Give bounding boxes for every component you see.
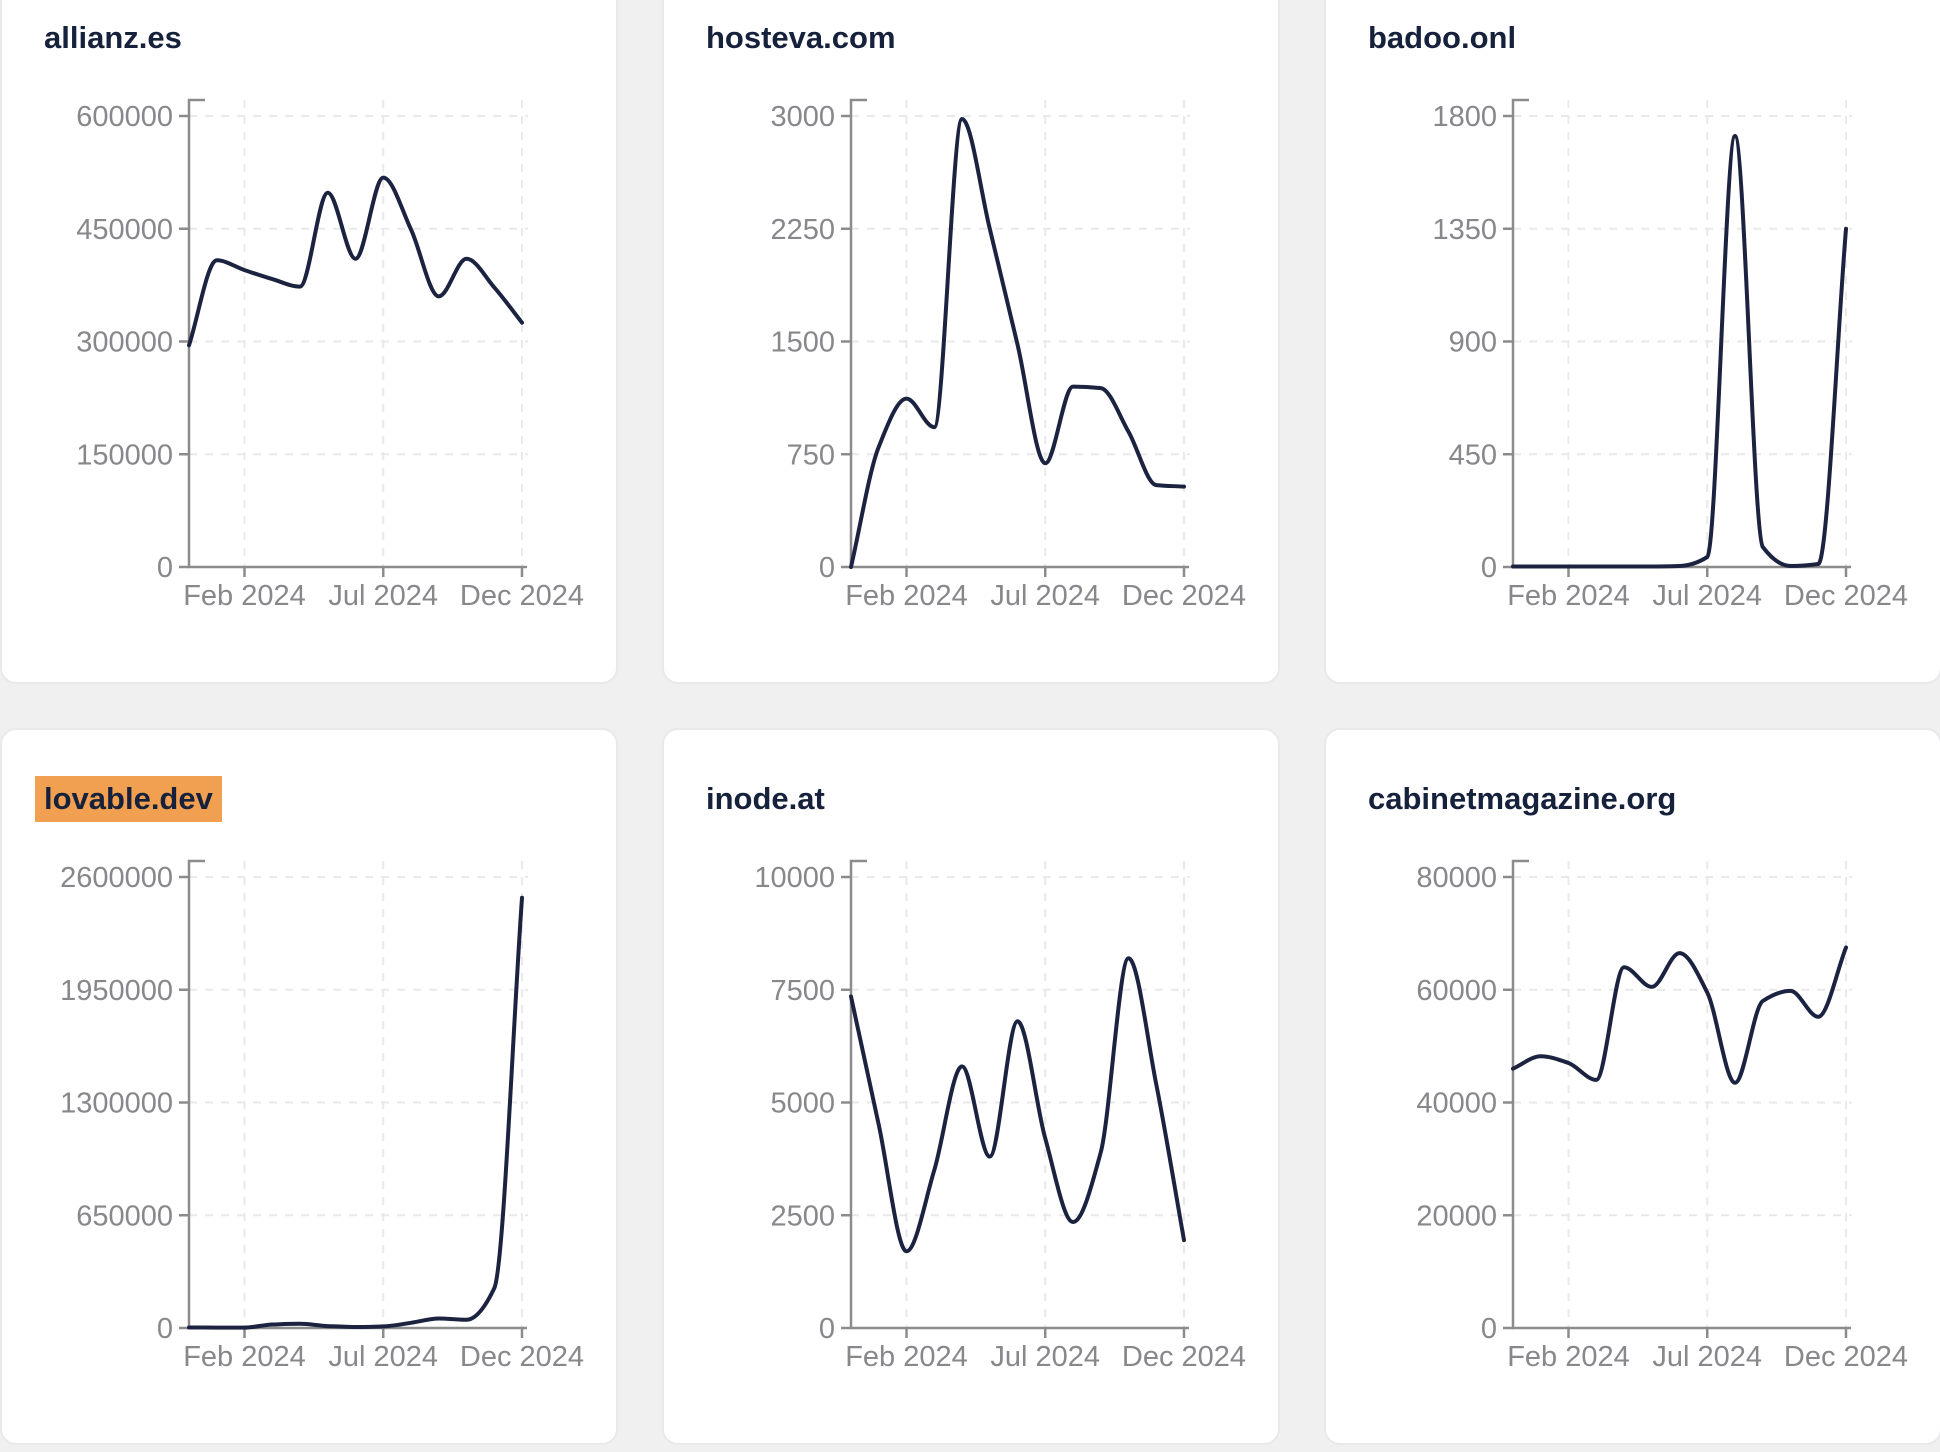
x-tick-label: Dec 2024 — [460, 1341, 584, 1373]
x-tick-label: Jul 2024 — [1652, 1341, 1762, 1373]
axis-line — [187, 98, 527, 569]
y-tick-label: 450 — [1449, 439, 1497, 471]
y-tick-label: 1300000 — [60, 1088, 173, 1120]
line-chart: 0 650000 1300000 1950000 2600000 Feb 2024 Jul … — [60, 859, 584, 1373]
x-tick-label: Feb 2024 — [1507, 1341, 1630, 1373]
y-tick-label: 1350 — [1432, 214, 1497, 246]
y-tick-label: 1950000 — [60, 975, 173, 1007]
y-tick-label: 150000 — [76, 439, 173, 471]
x-tick-label: Feb 2024 — [845, 1341, 968, 1373]
y-tick-label: 0 — [1481, 552, 1497, 584]
series-line — [1511, 134, 1848, 569]
axis-line — [849, 859, 1189, 1330]
chart-title: badoo.onl — [1368, 19, 1516, 57]
x-tick-label: Jul 2024 — [990, 1341, 1100, 1373]
chart-title: cabinetmagazine.org — [1368, 780, 1676, 818]
y-tick-label: 2250 — [770, 214, 835, 246]
y-tick-label: 450000 — [76, 214, 173, 246]
chart-title-text: allianz.es — [44, 20, 182, 55]
x-tick-label: Jul 2024 — [1652, 580, 1762, 612]
y-tick-label: 650000 — [76, 1200, 173, 1232]
x-tick-label: Dec 2024 — [1122, 1341, 1246, 1373]
axis-line — [1511, 859, 1851, 1330]
y-tick-label: 750 — [787, 439, 835, 471]
y-tick-label: 80000 — [1416, 862, 1497, 894]
line-chart: 0 2500 5000 7500 10000 Feb 2024 Jul 2024 Dec 20… — [754, 859, 1246, 1373]
x-tick-label: Feb 2024 — [1507, 580, 1630, 612]
y-tick-label: 5000 — [770, 1088, 835, 1120]
y-tick-label: 20000 — [1416, 1200, 1497, 1232]
x-tick-label: Feb 2024 — [183, 580, 306, 612]
line-chart: 0 450 900 1350 1800 Feb 2024 Jul 2024 Dec 2024 — [1432, 98, 1908, 612]
chart-title-text: lovable.dev — [35, 776, 222, 822]
y-tick-label: 0 — [819, 1313, 835, 1345]
y-tick-label: 0 — [157, 552, 173, 584]
y-tick-label: 2500 — [770, 1200, 835, 1232]
x-tick-label: Jul 2024 — [328, 1341, 438, 1373]
chart-title: inode.at — [706, 780, 825, 818]
line-chart: 0 20000 40000 60000 80000 Feb 2024 Jul 2024 Dec… — [1416, 859, 1908, 1373]
x-tick-label: Dec 2024 — [1784, 580, 1908, 612]
chart-card: badoo.onl 0 450 900 1350 1800 Feb 2024 Jul 202… — [1324, 0, 1940, 684]
chart-title-text: inode.at — [706, 781, 825, 816]
axis-line — [187, 859, 527, 1330]
x-tick-label: Jul 2024 — [990, 580, 1100, 612]
chart-title-text: hosteva.com — [706, 20, 896, 55]
chart-card: inode.at 0 2500 5000 7500 10000 Feb 2024 Jul 2… — [662, 728, 1280, 1445]
x-tick-label: Feb 2024 — [845, 580, 968, 612]
y-tick-label: 2600000 — [60, 862, 173, 894]
chart-title: hosteva.com — [706, 19, 896, 57]
y-tick-label: 3000 — [770, 101, 835, 133]
axis-line — [1511, 98, 1851, 569]
y-tick-label: 10000 — [754, 862, 835, 894]
y-tick-label: 0 — [1481, 1313, 1497, 1345]
line-chart: 0 750 1500 2250 3000 Feb 2024 Jul 2024 Dec 2024 — [770, 98, 1246, 612]
y-tick-label: 7500 — [770, 975, 835, 1007]
x-tick-label: Dec 2024 — [1784, 1341, 1908, 1373]
y-tick-label: 1800 — [1432, 101, 1497, 133]
chart-card: lovable.dev 0 650000 1300000 1950000 2600000… — [0, 728, 618, 1445]
y-tick-label: 60000 — [1416, 975, 1497, 1007]
axis-line — [849, 98, 1189, 569]
chart-title: lovable.dev — [35, 776, 222, 822]
chart-title-text: badoo.onl — [1368, 20, 1517, 55]
series-line — [849, 117, 1186, 569]
series-line — [849, 956, 1186, 1254]
series-line — [187, 895, 524, 1330]
chart-title: allianz.es — [44, 19, 182, 57]
x-tick-label: Feb 2024 — [183, 1341, 306, 1373]
y-tick-label: 40000 — [1416, 1088, 1497, 1120]
series-line — [187, 175, 524, 348]
chart-card: allianz.es 0 150000 300000 450000 600000 Feb … — [0, 0, 618, 684]
line-chart: 0 150000 300000 450000 600000 Feb 2024 Jul 202… — [76, 98, 584, 612]
x-tick-label: Jul 2024 — [328, 580, 438, 612]
chart-card: cabinetmagazine.org 0 20000 40000 60000 8000… — [1324, 728, 1940, 1445]
y-tick-label: 0 — [819, 552, 835, 584]
chart-title-text: cabinetmagazine.org — [1368, 781, 1677, 816]
x-tick-label: Dec 2024 — [460, 580, 584, 612]
y-tick-label: 900 — [1449, 327, 1497, 359]
y-tick-label: 0 — [157, 1313, 173, 1345]
chart-card: hosteva.com 0 750 1500 2250 3000 Feb 2024 Jul … — [662, 0, 1280, 684]
y-tick-label: 300000 — [76, 327, 173, 359]
y-tick-label: 600000 — [76, 101, 173, 133]
y-tick-label: 1500 — [770, 327, 835, 359]
series-line — [1511, 945, 1848, 1085]
x-tick-label: Dec 2024 — [1122, 580, 1246, 612]
